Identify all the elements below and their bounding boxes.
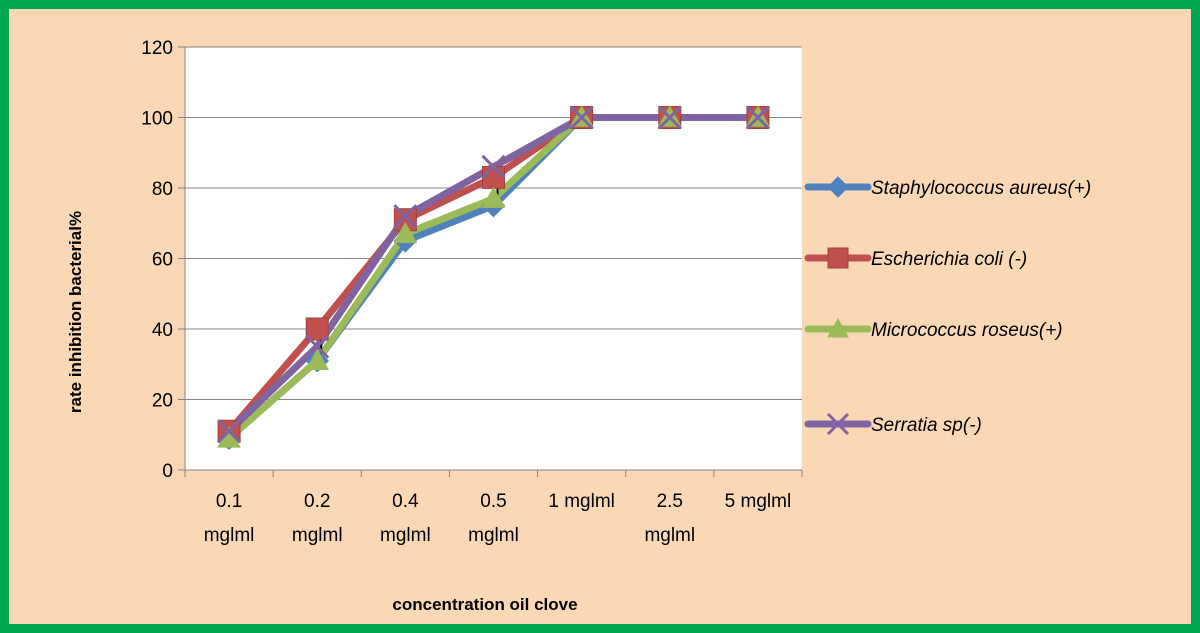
y-tick-label: 80 (152, 179, 173, 200)
x-tick-label: 0.4 (392, 491, 419, 512)
data-point (482, 165, 505, 189)
series-markers (217, 105, 770, 450)
x-tick-label: mglml (644, 525, 695, 546)
y-tick-label: 0 (162, 461, 173, 482)
data-point (393, 221, 418, 244)
x-tick-label: 0.2 (304, 491, 330, 512)
x-tick-label: mglml (468, 525, 519, 546)
x-tick-label: mglml (292, 525, 343, 546)
legend-marker (827, 247, 849, 269)
legend: Staphylococcus aureus(+) Escherichia coli… (804, 176, 1091, 436)
legend-label: Serratia sp(-) (871, 415, 982, 436)
legend-marker (827, 176, 849, 198)
y-tick-labels: 0 20 40 60 80 100 120 (141, 38, 173, 482)
x-tick-label: 5 mglml (725, 491, 792, 512)
x-tick-label: 2.5 (657, 491, 683, 512)
y-tick-label: 120 (141, 38, 173, 59)
x-tick-label: 0.5 (480, 491, 506, 512)
y-tick-label: 40 (152, 320, 173, 341)
legend-label: Staphylococcus aureus(+) (871, 178, 1091, 199)
x-tick-label: mglml (204, 525, 255, 546)
x-axis-title: concentration oil clove (392, 595, 577, 614)
legend-marker (827, 317, 849, 338)
y-tick-label: 60 (152, 250, 173, 271)
data-point (657, 105, 682, 130)
x-tick-label: mglml (380, 525, 431, 546)
y-tick-label: 20 (152, 391, 173, 412)
y-tick-label: 100 (141, 109, 173, 130)
x-tick-label: 1 mglml (548, 491, 615, 512)
y-axis-title: rate inhibition bacterial% (66, 211, 85, 413)
legend-label: Escherichia coli (-) (871, 249, 1027, 270)
legend-label: Micrococcus roseus(+) (871, 320, 1063, 341)
legend-marker (826, 412, 850, 436)
data-point (217, 419, 242, 444)
data-point (305, 348, 330, 371)
data-point (393, 204, 418, 229)
data-point (745, 105, 770, 130)
x-tick-labels: 0.1 mglml 0.2 mglml 0.4 mglml 0.5 mglml 1 mglml 2… (204, 491, 791, 546)
data-point (305, 334, 330, 359)
data-point (481, 154, 506, 179)
data-point (305, 317, 329, 341)
data-point (481, 186, 506, 208)
x-tick-label: 0.1 (216, 491, 242, 512)
data-point (569, 105, 594, 130)
